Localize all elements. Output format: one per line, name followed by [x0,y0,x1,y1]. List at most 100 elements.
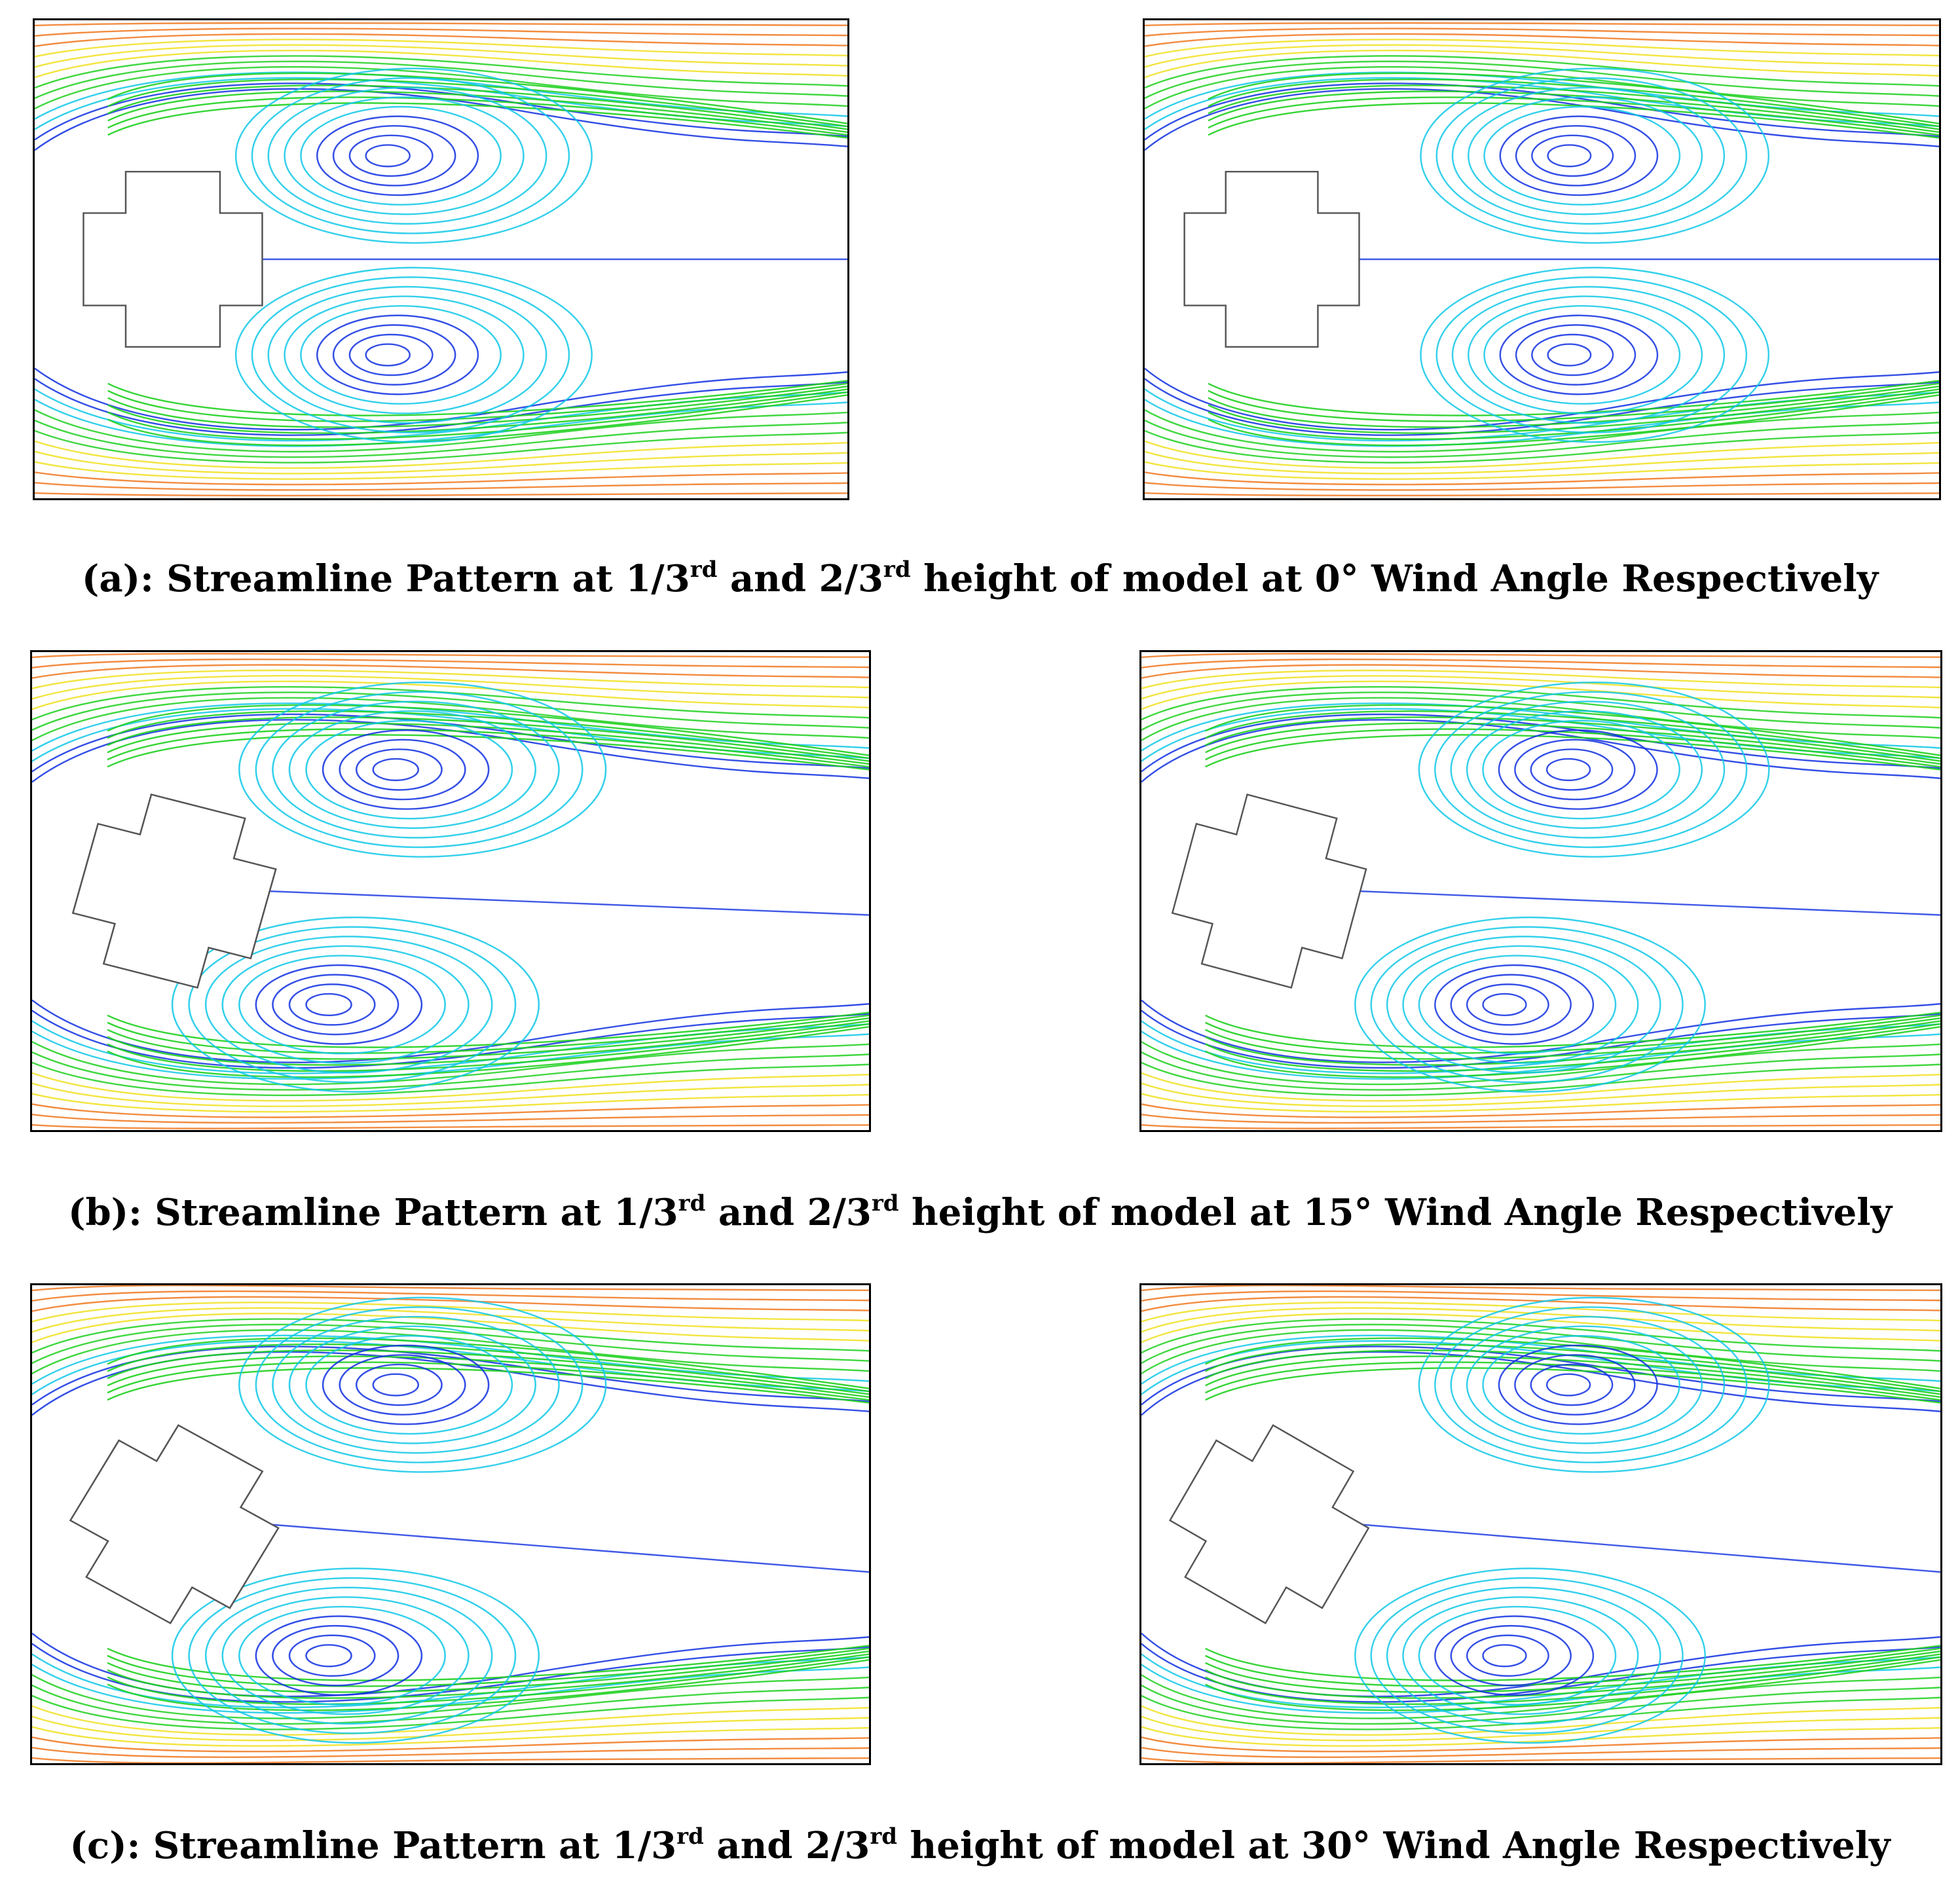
streamline [1141,1746,1940,1759]
streamline [1145,88,1939,151]
shear-layer-line [107,1653,869,1699]
streamline [32,1285,869,1292]
shear-layer-line [107,1361,869,1401]
streamline [32,1082,869,1107]
shear-layer-line [1205,1645,1940,1681]
shear-layer-line [1205,704,1940,756]
building-cross-section [71,793,277,989]
vortex-ring [1466,983,1549,1026]
streamline-plot [1145,22,1939,497]
vortex-ring [1531,333,1614,376]
streamline [1141,1715,1940,1742]
vortex-ring [272,701,560,839]
vortex-ring [1483,105,1681,206]
building-cross-section [69,1424,280,1624]
wake-centreline [266,1523,869,1573]
vortex-ring [1450,1624,1572,1687]
building-cross-section [1168,1424,1370,1624]
vortex-ring [255,1615,423,1696]
streamline [32,664,869,679]
vortex-ring [1418,1296,1770,1473]
vortex-ring [284,96,525,215]
streamline [1141,680,1940,710]
vortex-ring [305,993,352,1017]
streamline [1145,461,1939,480]
vortex-ring [355,748,443,791]
streamline [32,1694,869,1730]
shear-layer-line [107,1367,869,1404]
shear-layer-line [107,1337,869,1389]
streamline [1141,1285,1940,1292]
streamline [35,409,847,452]
shear-layer-line [107,391,847,440]
streamline [35,471,847,486]
shear-layer-line [1208,380,1939,416]
shear-layer-line [107,1656,869,1706]
streamline [1145,471,1939,486]
streamline [1145,60,1939,100]
streamline [32,1020,869,1074]
shear-layer-line [107,385,847,428]
streamline [35,430,847,464]
streamline [1141,1296,1940,1312]
shear-layer-line [1205,716,1940,762]
streamline [35,367,847,431]
vortex-ring [1482,1335,1680,1435]
vortex-group [171,1296,869,1744]
shear-layer-line [1205,1361,1940,1401]
streamline [32,708,869,762]
shear-layer-line [1208,394,1939,447]
streamline [1141,658,1940,669]
streamline [1141,1010,1940,1069]
streamline [32,653,869,659]
vortex-ring [1482,720,1680,820]
shear-layer-line [107,1012,869,1048]
vortex-ring [234,67,593,244]
shear-layer-line [1205,1650,1940,1693]
vortex-ring [171,1567,540,1744]
vortex-ring [1498,729,1658,810]
vortex-ring [322,1344,490,1425]
building-cross-section [1171,793,1367,989]
streamline-panel-a-left [33,18,849,500]
vortex-ring [322,729,490,810]
streamline [35,440,847,469]
streamline-panel-c-left [30,1283,871,1765]
vortex-ring [204,936,493,1074]
vortex-ring [255,1306,583,1463]
shear-layer-line [1205,1659,1940,1711]
streamline [32,1290,869,1302]
shear-layer-line [1205,1020,1940,1066]
streamline [32,1093,869,1113]
shear-layer-line [107,72,847,124]
shear-layer-line [1208,391,1939,440]
streamline [32,1302,869,1323]
streamline-panel-b-right [1139,650,1942,1132]
vortex-group [234,67,847,443]
shear-layer-line [1205,1023,1940,1072]
vortex-group [1354,682,1940,1093]
streamline [1145,409,1939,452]
streamline-plot [32,1285,869,1763]
streamline [1145,430,1939,464]
vortex-ring [255,691,583,849]
streamline [1145,367,1939,431]
vortex-ring [1451,86,1726,225]
streamline [1141,1674,1940,1719]
vortex-ring [221,1596,470,1715]
vortex-ring [1418,682,1770,858]
vortex-ring [1466,710,1703,830]
streamline [32,1312,869,1344]
shear-layer-line [107,1023,869,1072]
vortex-ring [1514,739,1636,801]
streamline [35,481,847,491]
vortex-ring [1420,266,1770,443]
streamline [32,1051,869,1091]
streamline [1141,697,1940,741]
vortex-ring [1435,276,1748,433]
shear-layer-line [1208,79,1939,128]
vortex-ring [1386,936,1661,1074]
streamline [32,1041,869,1086]
vortex-ring [284,295,525,414]
streamline [1145,492,1939,497]
